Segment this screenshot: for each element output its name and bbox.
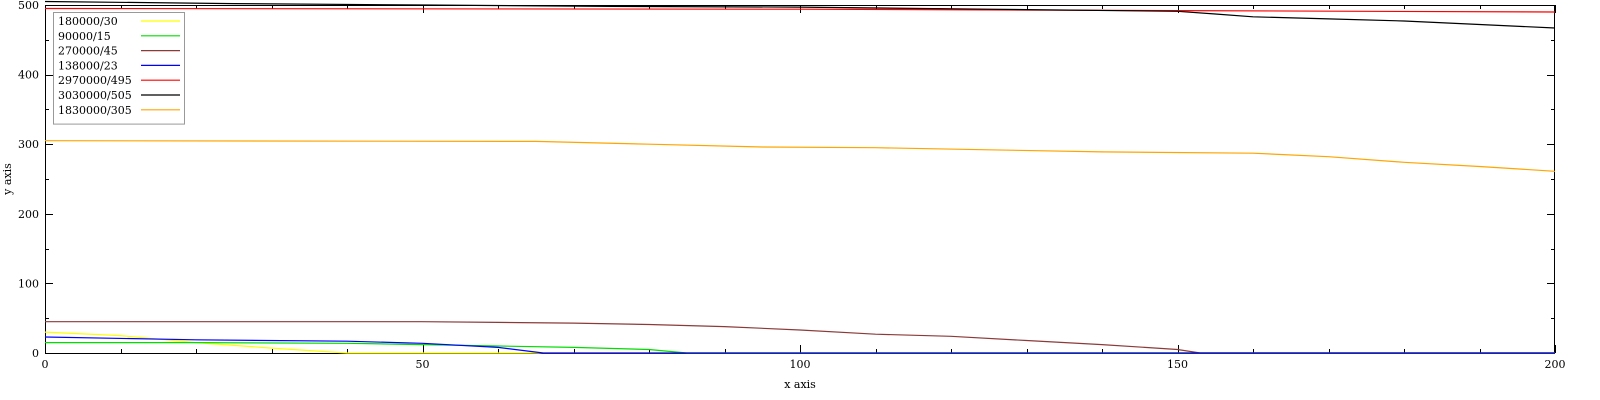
legend-label: 90000/15 — [58, 30, 111, 43]
x-tick-label: 200 — [1545, 358, 1566, 371]
x-tick-label: 150 — [1167, 358, 1188, 371]
y-tick-label: 100 — [18, 277, 39, 290]
x-tick-label: 0 — [42, 358, 49, 371]
y-axis-title: y axis — [1, 163, 14, 196]
legend-label: 2970000/495 — [58, 74, 132, 87]
series-line-3 — [45, 321, 1555, 354]
y-axis: 0 100 200 300 400 500 — [18, 0, 1555, 360]
series-line-4 — [44, 336, 1555, 354]
legend-label: 3030000/505 — [58, 89, 132, 102]
x-tick-label: 50 — [416, 358, 430, 371]
series-line-2 — [45, 342, 1555, 354]
series-line-7 — [44, 140, 1556, 172]
y-tick-label: 500 — [18, 0, 39, 12]
y-tick-label: 400 — [18, 69, 39, 82]
x-axis-title: x axis — [784, 378, 816, 391]
y-tick-label: 200 — [18, 208, 39, 221]
series-layer — [44, 0, 1556, 354]
y-tick-label: 300 — [18, 138, 39, 151]
x-tick-label: 100 — [790, 358, 811, 371]
x-axis: 0 50 100 150 200 — [42, 5, 1566, 371]
legend-label: 180000/30 — [58, 15, 118, 28]
plot-frame — [45, 5, 1555, 354]
legend-box — [53, 12, 185, 125]
series-line-6 — [44, 0, 1556, 29]
legend-label: 270000/45 — [58, 45, 118, 58]
legend-label: 138000/23 — [58, 59, 118, 72]
series-line-5 — [44, 7, 1556, 13]
y-tick-label: 0 — [32, 347, 39, 360]
legend-label: 1830000/305 — [58, 104, 132, 117]
